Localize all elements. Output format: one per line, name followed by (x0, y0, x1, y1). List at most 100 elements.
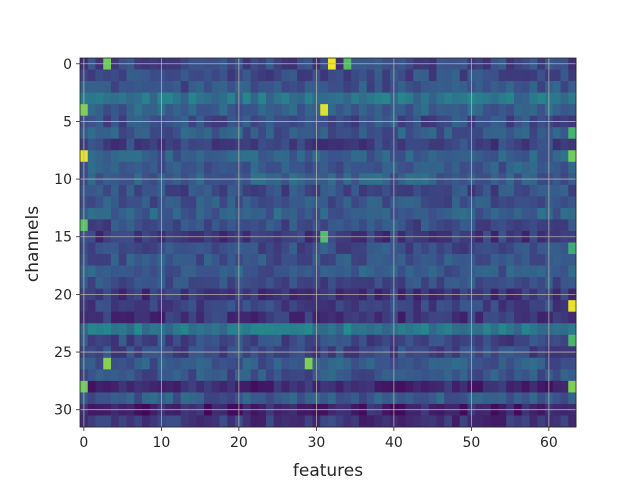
heatmap-cell (126, 265, 135, 278)
heatmap-cell (188, 392, 197, 405)
heatmap-cell (568, 334, 577, 347)
heatmap-cell (204, 161, 213, 174)
heatmap-cell (382, 300, 391, 313)
heatmap-cell (173, 161, 182, 174)
heatmap-cell (444, 127, 453, 140)
heatmap-cell (281, 357, 290, 370)
heatmap-cell (258, 334, 267, 347)
heatmap-cell (227, 69, 236, 82)
heatmap-cell (560, 196, 569, 209)
heatmap-cell (560, 334, 569, 347)
heatmap-cell (142, 150, 151, 163)
heatmap-cell (498, 242, 507, 255)
heatmap-cell (103, 380, 112, 393)
heatmap-cell (219, 207, 228, 220)
heatmap-cell (126, 300, 135, 313)
heatmap-cell (173, 104, 182, 117)
heatmap-cell (359, 334, 368, 347)
heatmap-cell (382, 207, 391, 220)
heatmap-cell (529, 300, 538, 313)
heatmap-cell (436, 357, 445, 370)
heatmap-cell (405, 92, 414, 105)
heatmap-cell (180, 415, 189, 428)
heatmap-cell (459, 150, 468, 163)
heatmap-cell (188, 369, 197, 382)
heatmap-cell (529, 323, 538, 336)
y-tick-label: 20 (54, 287, 72, 303)
heatmap-cell (335, 196, 344, 209)
heatmap-cell (374, 265, 383, 278)
heatmap-cell (173, 369, 182, 382)
heatmap-cell (459, 323, 468, 336)
heatmap-cell (173, 277, 182, 290)
heatmap-cell (452, 219, 461, 232)
heatmap-cell (483, 104, 492, 117)
heatmap-cell (258, 392, 267, 405)
heatmap-cell (568, 392, 577, 405)
heatmap-cell (297, 277, 306, 290)
heatmap-cell (204, 242, 213, 255)
heatmap-cell (537, 150, 546, 163)
heatmap-cell (382, 104, 391, 117)
heatmap-cell (250, 207, 259, 220)
heatmap-cell (452, 92, 461, 105)
heatmap-cell (250, 161, 259, 174)
heatmap-cell (343, 323, 352, 336)
heatmap-cell (180, 219, 189, 232)
heatmap-cell (351, 138, 360, 151)
heatmap-cell (343, 184, 352, 197)
heatmap-cell (180, 69, 189, 82)
heatmap-cell (568, 415, 577, 428)
x-tick-label: 60 (540, 435, 558, 451)
heatmap-cell (134, 277, 143, 290)
heatmap-cell (204, 357, 213, 370)
heatmap-cell (126, 104, 135, 117)
heatmap-cell (374, 277, 383, 290)
heatmap-cell (459, 277, 468, 290)
heatmap-cell (134, 69, 143, 82)
heatmap-cell (475, 242, 484, 255)
heatmap-cell (266, 127, 275, 140)
heatmap-cell (444, 369, 453, 382)
heatmap-cell (459, 415, 468, 428)
heatmap-cell (188, 184, 197, 197)
heatmap-cell (537, 323, 546, 336)
heatmap-cell (142, 184, 151, 197)
heatmap-cell (304, 265, 313, 278)
heatmap-cell (552, 265, 561, 278)
heatmap-cell (134, 138, 143, 151)
heatmap-cell (475, 184, 484, 197)
heatmap-cell (359, 357, 368, 370)
heatmap-cell (149, 69, 158, 82)
heatmap-cell (490, 311, 499, 324)
heatmap-cell (196, 415, 205, 428)
heatmap-cell (374, 138, 383, 151)
heatmap-cell (211, 127, 220, 140)
heatmap-cell (413, 104, 422, 117)
heatmap-cell (436, 161, 445, 174)
heatmap-cell (475, 380, 484, 393)
heatmap-cell (405, 311, 414, 324)
heatmap-cell (397, 334, 406, 347)
heatmap-cell (498, 415, 507, 428)
heatmap-cell (95, 161, 104, 174)
heatmap-cell (552, 392, 561, 405)
heatmap-cell (95, 380, 104, 393)
heatmap-cell (568, 104, 577, 117)
heatmap-cell (514, 323, 523, 336)
heatmap-cell (351, 254, 360, 266)
heatmap-cell (405, 127, 414, 140)
heatmap-cell (382, 369, 391, 382)
heatmap-cell (444, 254, 453, 266)
heatmap-cell (266, 357, 275, 370)
heatmap-cell (281, 81, 290, 93)
heatmap-cell (149, 277, 158, 290)
heatmap-cell (211, 357, 220, 370)
heatmap-cell (506, 196, 515, 209)
heatmap-cell (351, 392, 360, 405)
heatmap-cell (211, 242, 220, 255)
heatmap-cell (405, 254, 414, 266)
heatmap-cell (552, 334, 561, 347)
heatmap-cell (103, 334, 112, 347)
heatmap-cell (343, 392, 352, 405)
